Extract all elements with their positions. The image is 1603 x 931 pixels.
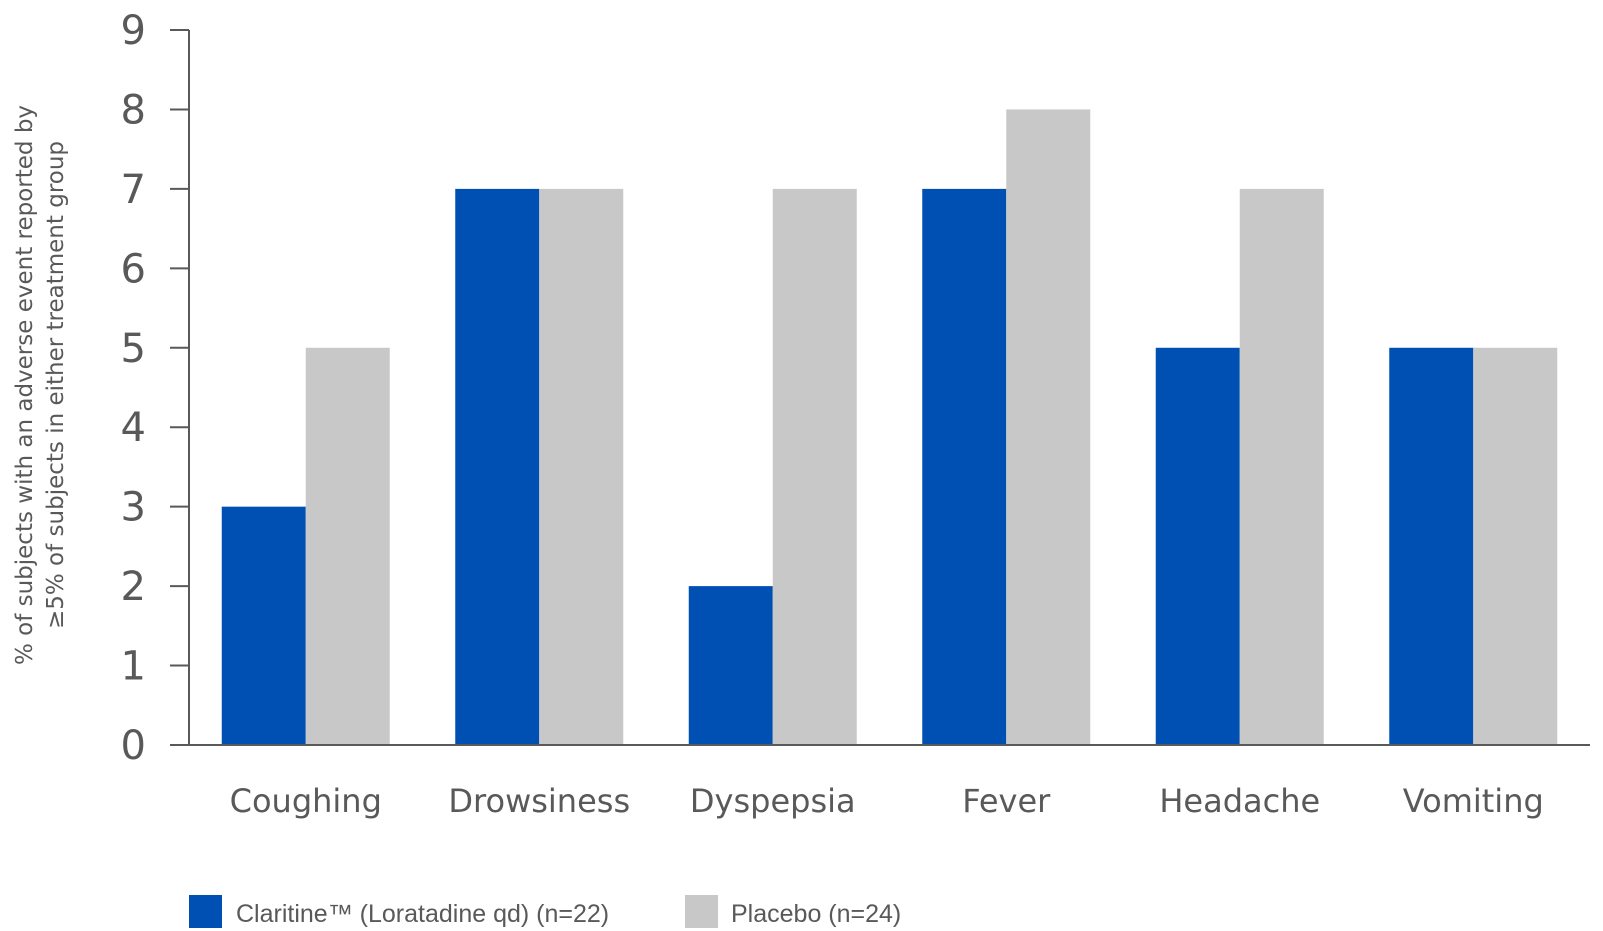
- x-tick-label-drowsiness: Drowsiness: [448, 782, 630, 820]
- bar-dyspepsia-placebo: [772, 188, 857, 745]
- y-axis-label-line-1: % of subjects with an adverse event repo…: [12, 105, 38, 665]
- x-labels-group: Coughing Drowsiness Dyspepsia Fever Headache…: [230, 782, 1544, 820]
- y-tick-label: 2: [121, 564, 146, 610]
- y-tick-label: 9: [121, 8, 146, 54]
- bar-drowsiness-placebo: [539, 188, 624, 745]
- bar-dyspepsia-claritine: [688, 586, 773, 745]
- legend-swatch-claritine: [189, 895, 222, 928]
- y-axis-label-line-2: ≥5% of subjects in either treatment grou…: [43, 141, 69, 629]
- legend-label-claritine: Claritine™ (Loratadine qd) (n=22): [236, 900, 609, 928]
- y-tick-label: 8: [121, 87, 146, 133]
- y-tick-label: 3: [121, 485, 146, 531]
- bar-drowsiness-claritine: [455, 188, 540, 745]
- y-tick-label: 5: [121, 326, 146, 372]
- legend: Claritine™ (Loratadine qd) (n=22) Placeb…: [189, 895, 901, 928]
- bar-headache-claritine: [1155, 347, 1240, 745]
- bar-coughing-claritine: [221, 506, 306, 745]
- x-tick-label-coughing: Coughing: [230, 782, 382, 820]
- y-ticks-group: 0 1 2 3 4 5 6 7 8 9: [121, 8, 189, 769]
- legend-label-placebo: Placebo (n=24): [731, 900, 901, 928]
- y-tick-label: 6: [121, 246, 146, 292]
- y-tick-label: 0: [121, 723, 146, 769]
- bars-group: [221, 109, 1558, 745]
- bar-headache-placebo: [1239, 188, 1324, 745]
- y-tick-label: 1: [121, 644, 146, 690]
- x-tick-label-fever: Fever: [962, 782, 1051, 820]
- bar-fever-claritine: [922, 188, 1007, 745]
- y-tick-label: 4: [121, 405, 146, 451]
- bar-coughing-placebo: [305, 347, 390, 745]
- legend-swatch-placebo: [685, 895, 718, 928]
- bar-fever-placebo: [1006, 109, 1091, 745]
- y-tick-label: 7: [121, 167, 146, 213]
- bar-vomiting-placebo: [1473, 347, 1558, 745]
- bar-vomiting-claritine: [1389, 347, 1474, 745]
- x-tick-label-dyspepsia: Dyspepsia: [690, 782, 856, 820]
- x-tick-label-vomiting: Vomiting: [1403, 782, 1544, 820]
- x-tick-label-headache: Headache: [1159, 782, 1320, 820]
- axes-group: [170, 30, 1590, 746]
- y-axis-label: % of subjects with an adverse event repo…: [12, 105, 69, 665]
